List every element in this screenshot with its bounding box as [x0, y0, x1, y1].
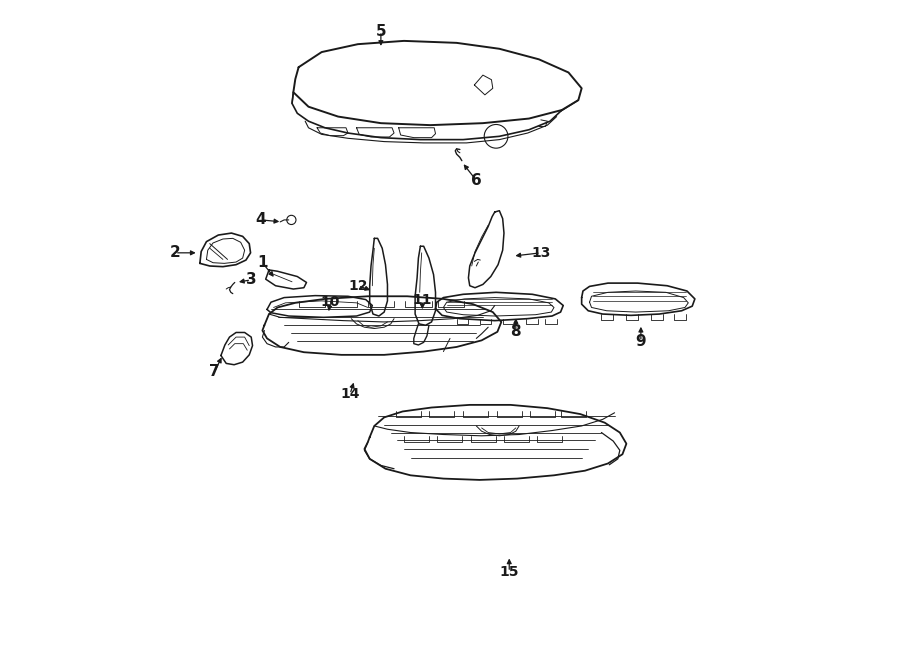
- Text: 15: 15: [500, 565, 519, 579]
- Text: 4: 4: [256, 212, 266, 227]
- Text: 2: 2: [169, 245, 180, 260]
- Text: 7: 7: [209, 364, 220, 379]
- Text: 10: 10: [320, 295, 340, 309]
- Text: 8: 8: [510, 325, 521, 339]
- Text: 11: 11: [412, 293, 432, 307]
- Text: 9: 9: [635, 334, 646, 349]
- Text: 14: 14: [340, 387, 360, 401]
- Text: 1: 1: [257, 255, 267, 270]
- Text: 3: 3: [246, 272, 256, 288]
- Text: 5: 5: [375, 24, 386, 38]
- Text: 6: 6: [471, 173, 482, 188]
- Text: 13: 13: [531, 246, 551, 260]
- Text: 12: 12: [348, 279, 367, 293]
